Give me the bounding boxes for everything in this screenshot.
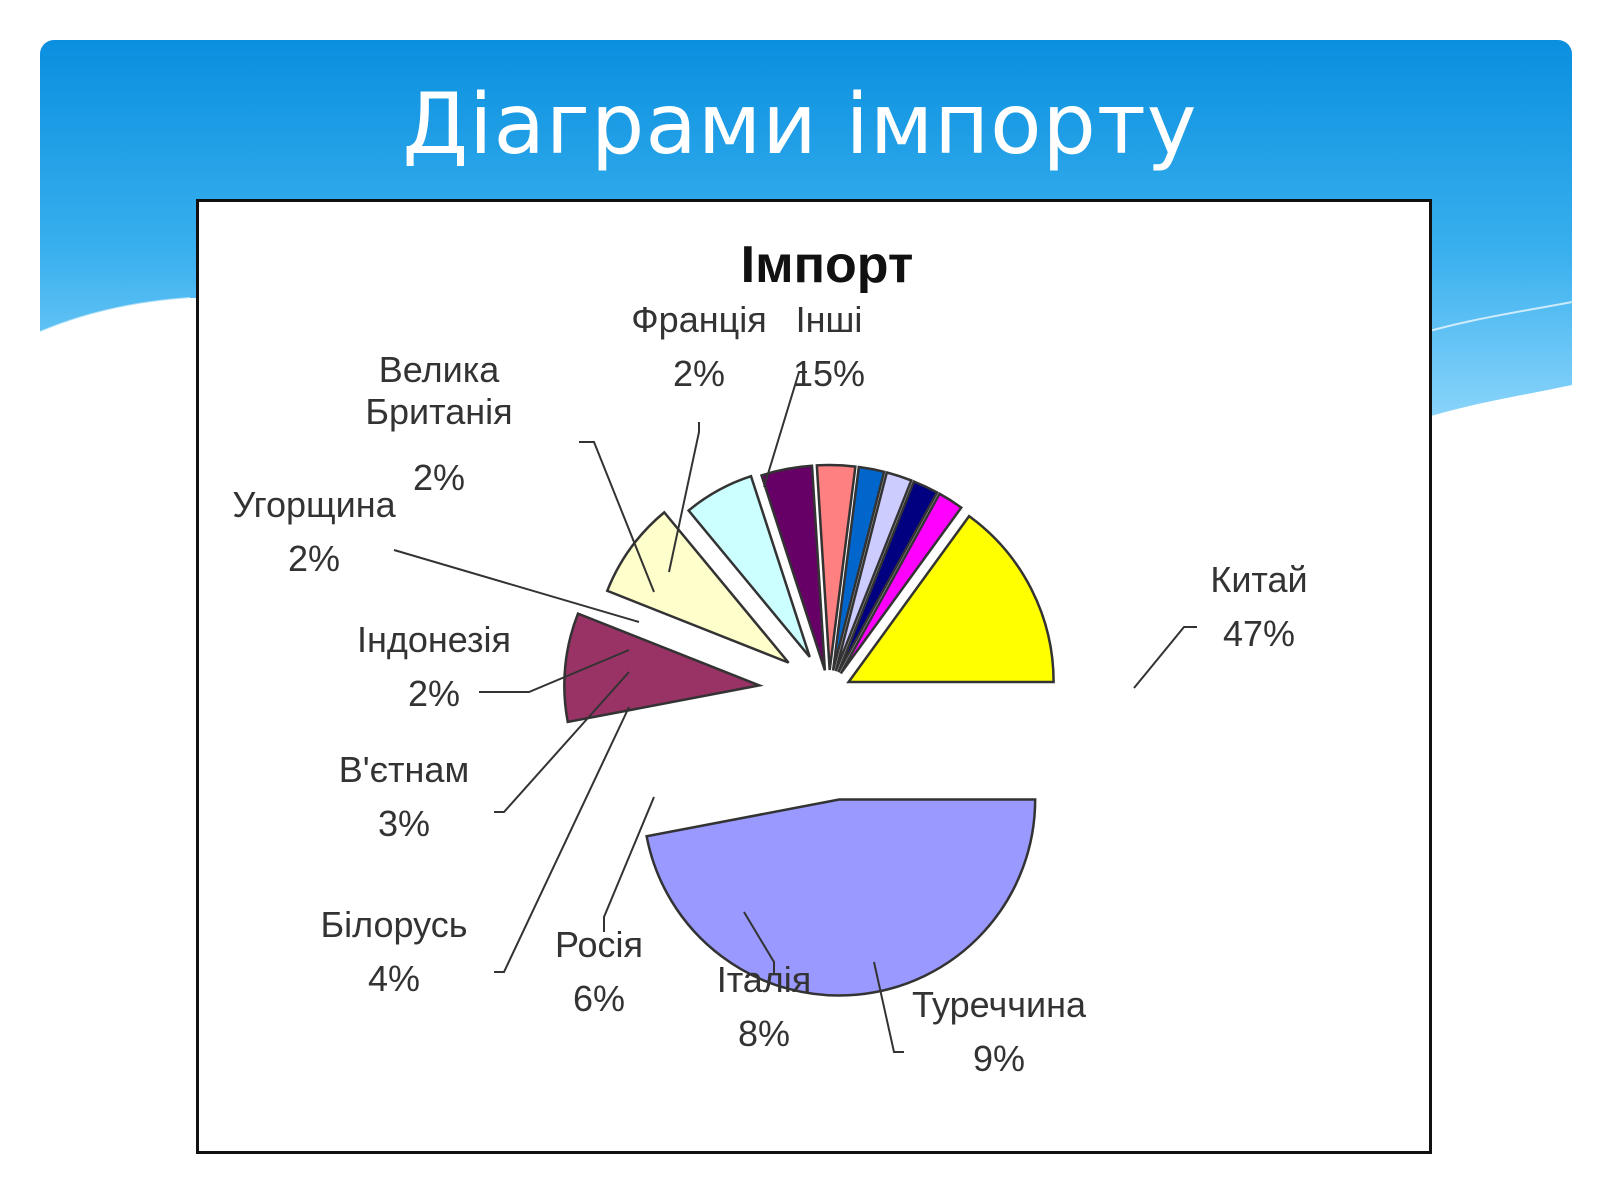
- pie-slice-туреччина: [563, 612, 764, 724]
- leader-line-інші: [763, 371, 807, 488]
- slice-percent-франція: 2%: [673, 353, 725, 394]
- leader-line-індонезія: [479, 649, 630, 693]
- leader-lines: [393, 371, 1197, 1053]
- pie-slice-угорщина: [834, 470, 913, 672]
- slice-percent-росія: 6%: [573, 978, 625, 1019]
- slice-percent-велика-британія: 2%: [413, 457, 465, 498]
- pie-slice-франція: [839, 492, 964, 675]
- slice-percent-туреччина: 9%: [973, 1038, 1025, 1079]
- slice-label-угорщина: Угорщина 2%: [232, 484, 396, 579]
- pie-slice-росія: [686, 474, 811, 658]
- slice-label-велика-британія: Велика Британія 2%: [365, 349, 512, 498]
- leader-line-китай: [1133, 626, 1197, 689]
- slice-label-китай: Китай 47%: [1210, 559, 1307, 654]
- slice-label-індонезія: Індонезія 2%: [357, 619, 511, 714]
- leader-line-велика-британія: [579, 441, 655, 593]
- leader-line-угорщина: [393, 549, 640, 623]
- pie-slices: [563, 463, 1055, 997]
- pie-slice-китай: [645, 798, 1037, 997]
- slice-percent-італія: 8%: [738, 1013, 790, 1054]
- slice-percent-угорщина: 2%: [288, 538, 340, 579]
- slice-label-франція: Франція 2%: [631, 299, 766, 394]
- chart-frame: Імпорт Китай 47% Туреччина 9% Італія 8% Росія 6…: [196, 199, 1432, 1154]
- slide-title: Діаграми імпорту: [402, 75, 1198, 173]
- pie-slice-білорусь: [759, 464, 827, 671]
- slice-percent-інші: 15%: [793, 353, 865, 394]
- pie-slice-в-єтнам: [815, 463, 857, 671]
- pie-slice-велика-британія: [837, 479, 939, 673]
- leader-line-в-єтнам: [494, 671, 630, 813]
- slice-labels: Китай 47% Туреччина 9% Італія 8% Росія 6% Білору…: [232, 299, 1307, 1079]
- slice-label-в-єтнам: В'єтнам 3%: [339, 749, 469, 844]
- pie-chart: Імпорт Китай 47% Туреччина 9% Італія 8% Росія 6…: [232, 236, 1307, 1079]
- slice-percent-китай: 47%: [1223, 613, 1295, 654]
- leader-line-франція: [668, 422, 700, 573]
- chart-title: Імпорт: [741, 236, 914, 294]
- leader-line-туреччина: [873, 961, 904, 1053]
- slice-percent-білорусь: 4%: [368, 958, 420, 999]
- slice-label-туреччина: Туреччина 9%: [912, 984, 1087, 1079]
- leader-line-росія: [603, 796, 655, 932]
- pie-slice-індонезія: [831, 465, 886, 671]
- slice-label-італія: Італія 8%: [717, 959, 812, 1054]
- pie-slice-італія: [605, 510, 790, 664]
- slice-percent-в-єтнам: 3%: [378, 803, 430, 844]
- pie-slice-інші: [846, 514, 1055, 684]
- leader-line-італія: [743, 911, 775, 974]
- slice-label-інші: Інші 15%: [793, 299, 865, 394]
- slice-label-білорусь: Білорусь 4%: [320, 904, 467, 999]
- leader-line-білорусь: [494, 706, 630, 973]
- slice-percent-індонезія: 2%: [408, 673, 460, 714]
- slice-label-росія: Росія 6%: [555, 924, 643, 1019]
